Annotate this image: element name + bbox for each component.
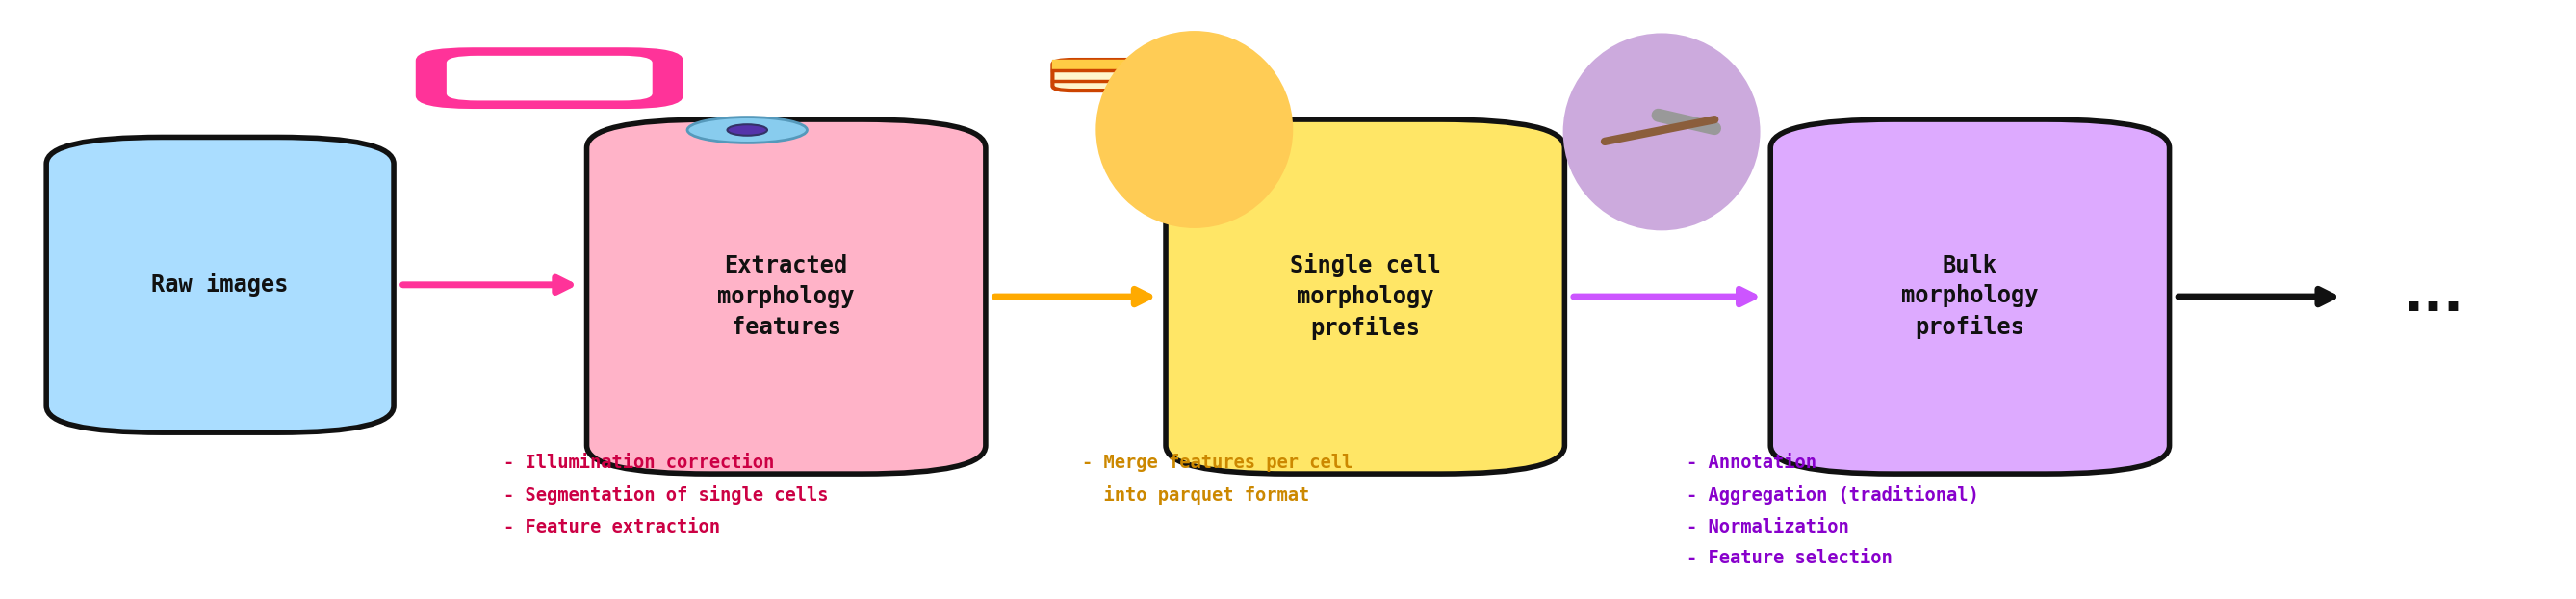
Text: - Annotation
- Aggregation (traditional)
- Normalization
- Feature selection: - Annotation - Aggregation (traditional)… [1687,453,1978,567]
Text: Extracted
morphology
features: Extracted morphology features [719,255,855,338]
Text: - Illumination correction
- Segmentation of single cells
- Feature extraction: - Illumination correction - Segmentation… [502,453,827,536]
FancyBboxPatch shape [46,137,394,432]
FancyBboxPatch shape [1167,119,1564,474]
Text: Bulk
morphology
profiles: Bulk morphology profiles [1901,254,2038,340]
FancyBboxPatch shape [1054,60,1200,90]
Text: Raw images: Raw images [152,273,289,297]
Text: ...: ... [2403,271,2463,323]
Text: - Merge features per cell
  into parquet format: - Merge features per cell into parquet f… [1082,453,1352,504]
FancyBboxPatch shape [1770,119,2169,474]
FancyBboxPatch shape [446,56,652,101]
Text: Single cell
morphology
profiles: Single cell morphology profiles [1291,253,1440,340]
FancyBboxPatch shape [415,47,683,109]
FancyBboxPatch shape [587,119,987,474]
